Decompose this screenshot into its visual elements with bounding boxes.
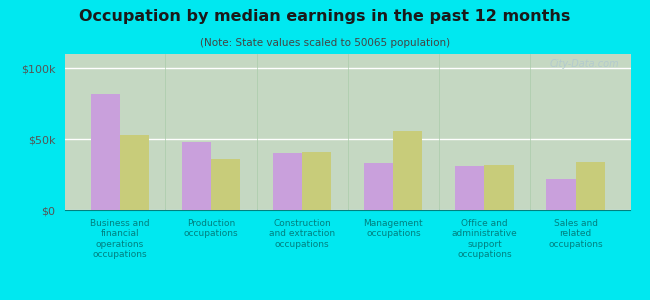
Bar	[211, 159, 240, 210]
Bar	[547, 179, 576, 210]
Bar	[182, 142, 211, 210]
Bar	[455, 166, 484, 210]
Text: Occupation by median earnings in the past 12 months: Occupation by median earnings in the pas…	[79, 9, 571, 24]
Bar	[273, 153, 302, 210]
Bar	[364, 163, 393, 210]
Text: City-Data.com: City-Data.com	[549, 59, 619, 69]
Bar	[393, 130, 422, 210]
Text: (Note: State values scaled to 50065 population): (Note: State values scaled to 50065 popu…	[200, 38, 450, 47]
Bar	[302, 152, 332, 210]
Bar	[91, 94, 120, 210]
Bar	[120, 135, 149, 210]
Bar	[484, 165, 514, 210]
Bar	[576, 162, 604, 210]
